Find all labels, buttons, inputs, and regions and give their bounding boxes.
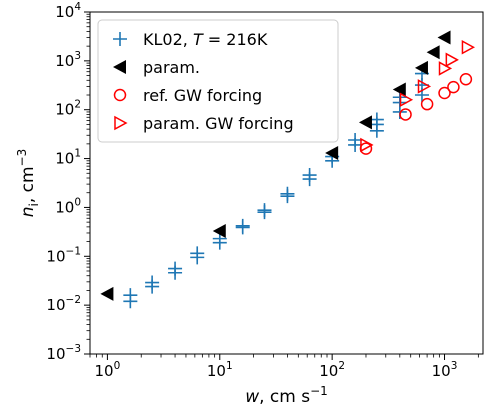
plot-area [100, 30, 476, 309]
legend: KL02, T = 216K param. ref. GW forcing param… [97, 19, 339, 143]
legend-marker [113, 60, 126, 74]
x-tick-label: 102 [319, 360, 345, 380]
x-tick-label: 101 [207, 360, 233, 380]
axes: 100 101 102 103 10−3 10−2 10−1 100 101 102 103 104 w… [15, 1, 484, 407]
data-point [426, 45, 440, 60]
data-point [358, 115, 372, 130]
data-point [325, 146, 339, 161]
legend-label: param. [143, 58, 200, 77]
data-point [145, 275, 160, 290]
data-point [438, 86, 451, 100]
data-point [257, 203, 272, 218]
data-point [235, 218, 250, 233]
data-point [461, 39, 476, 55]
y-tick-label: 103 [55, 50, 81, 70]
x-tick-label: 103 [432, 360, 458, 380]
data-point [414, 60, 428, 75]
legend-label: param. GW forcing [143, 114, 294, 133]
data-point [302, 168, 317, 183]
y-tick-label: 10−2 [46, 294, 81, 314]
data-point [392, 82, 406, 97]
data-point [399, 108, 412, 121]
data-point [123, 288, 138, 303]
data-point [280, 186, 295, 201]
series-triangle-right-open [360, 39, 476, 153]
x-tick-label: 100 [95, 360, 121, 380]
x-axis-label: w, cm s−1 [245, 384, 328, 407]
legend-label: KL02, T = 216K [143, 30, 268, 49]
legend-label: ref. GW forcing [143, 86, 262, 105]
data-point [100, 286, 114, 301]
data-point [190, 246, 205, 261]
data-point [437, 30, 451, 45]
data-point [417, 79, 432, 94]
data-point [369, 112, 384, 127]
legend-marker [114, 115, 128, 131]
y-tick-label: 10−3 [46, 343, 81, 363]
data-point [360, 137, 374, 153]
plot-frame [89, 11, 484, 355]
data-point [459, 73, 473, 86]
y-tick-label: 104 [55, 1, 81, 21]
data-point [212, 223, 226, 238]
series-triangle-left [100, 30, 451, 301]
data-point [399, 92, 414, 108]
y-tick-label: 101 [55, 148, 81, 168]
data-point [420, 97, 434, 111]
minor-ticks [86, 13, 479, 358]
y-tick-label: 100 [55, 196, 81, 216]
legend-box [97, 19, 339, 143]
legend-marker [113, 32, 127, 46]
y-axis-label: ni, cm−3 [15, 149, 41, 218]
data-point [168, 261, 183, 276]
data-point [447, 80, 460, 94]
data-point [438, 61, 453, 76]
y-tick-label: 10−1 [46, 245, 81, 265]
data-point [445, 52, 459, 68]
y-tick-label: 102 [55, 99, 81, 119]
legend-marker [113, 88, 127, 102]
data-point [348, 132, 363, 147]
